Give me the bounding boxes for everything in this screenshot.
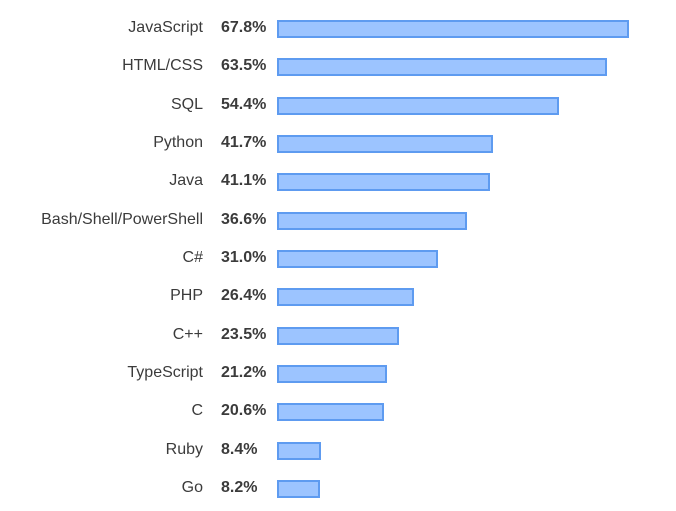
bar-row: Python 41.7% <box>0 133 676 153</box>
bar-row: C# 31.0% <box>0 248 676 268</box>
category-label: TypeScript <box>127 363 203 381</box>
bar-row: Ruby 8.4% <box>0 440 676 460</box>
bar <box>277 134 494 153</box>
bar <box>277 211 467 230</box>
bar-row: Java 41.1% <box>0 171 676 192</box>
bar <box>277 403 384 422</box>
bar-row: Bash/Shell/PowerShell 36.6% <box>0 210 676 230</box>
category-label: Python <box>153 133 203 151</box>
bar <box>277 173 491 192</box>
value-label: 23.5% <box>221 325 267 343</box>
category-label: JavaScript <box>128 19 203 36</box>
bar-row: JavaScript 67.8% <box>0 18 676 38</box>
bar-row: C 20.6% <box>0 401 676 422</box>
bar-row: Go 8.2% <box>0 478 676 498</box>
value-label: 54.4% <box>221 95 267 113</box>
value-label: 63.5% <box>221 57 267 75</box>
value-label: 36.6% <box>221 210 267 228</box>
value-label: 8.4% <box>221 440 258 458</box>
category-label: PHP <box>170 287 203 305</box>
bar <box>277 364 388 383</box>
bar-row: PHP 26.4% <box>0 286 676 307</box>
category-label: C# <box>182 248 203 266</box>
value-label: 8.2% <box>221 478 258 496</box>
bar <box>277 479 320 498</box>
category-label: C <box>191 402 203 420</box>
category-label: Ruby <box>165 440 203 458</box>
value-label: 41.7% <box>221 133 267 151</box>
bar-row: HTML/CSS 63.5% <box>0 56 676 77</box>
bar <box>277 58 607 77</box>
value-label: 20.6% <box>221 402 267 420</box>
value-label: 26.4% <box>221 287 267 305</box>
value-label: 41.1% <box>221 172 267 190</box>
bar <box>277 249 438 268</box>
bar <box>277 326 399 345</box>
value-label: 67.8% <box>221 19 267 36</box>
value-label: 31.0% <box>221 248 267 266</box>
bar <box>277 96 560 115</box>
category-label: Bash/Shell/PowerShell <box>41 210 203 228</box>
category-label: SQL <box>170 95 203 113</box>
bar-row: TypeScript 21.2% <box>0 363 676 383</box>
category-label: C++ <box>172 325 203 343</box>
category-label: Java <box>169 172 203 190</box>
category-label: Go <box>181 478 203 496</box>
category-label: HTML/CSS <box>122 57 203 75</box>
bar <box>277 288 415 307</box>
bar-row: C++ 23.5% <box>0 325 676 345</box>
bar-row: SQL 54.4% <box>0 95 676 115</box>
value-label: 21.2% <box>221 363 267 381</box>
bar <box>277 20 629 38</box>
bar <box>277 441 321 460</box>
